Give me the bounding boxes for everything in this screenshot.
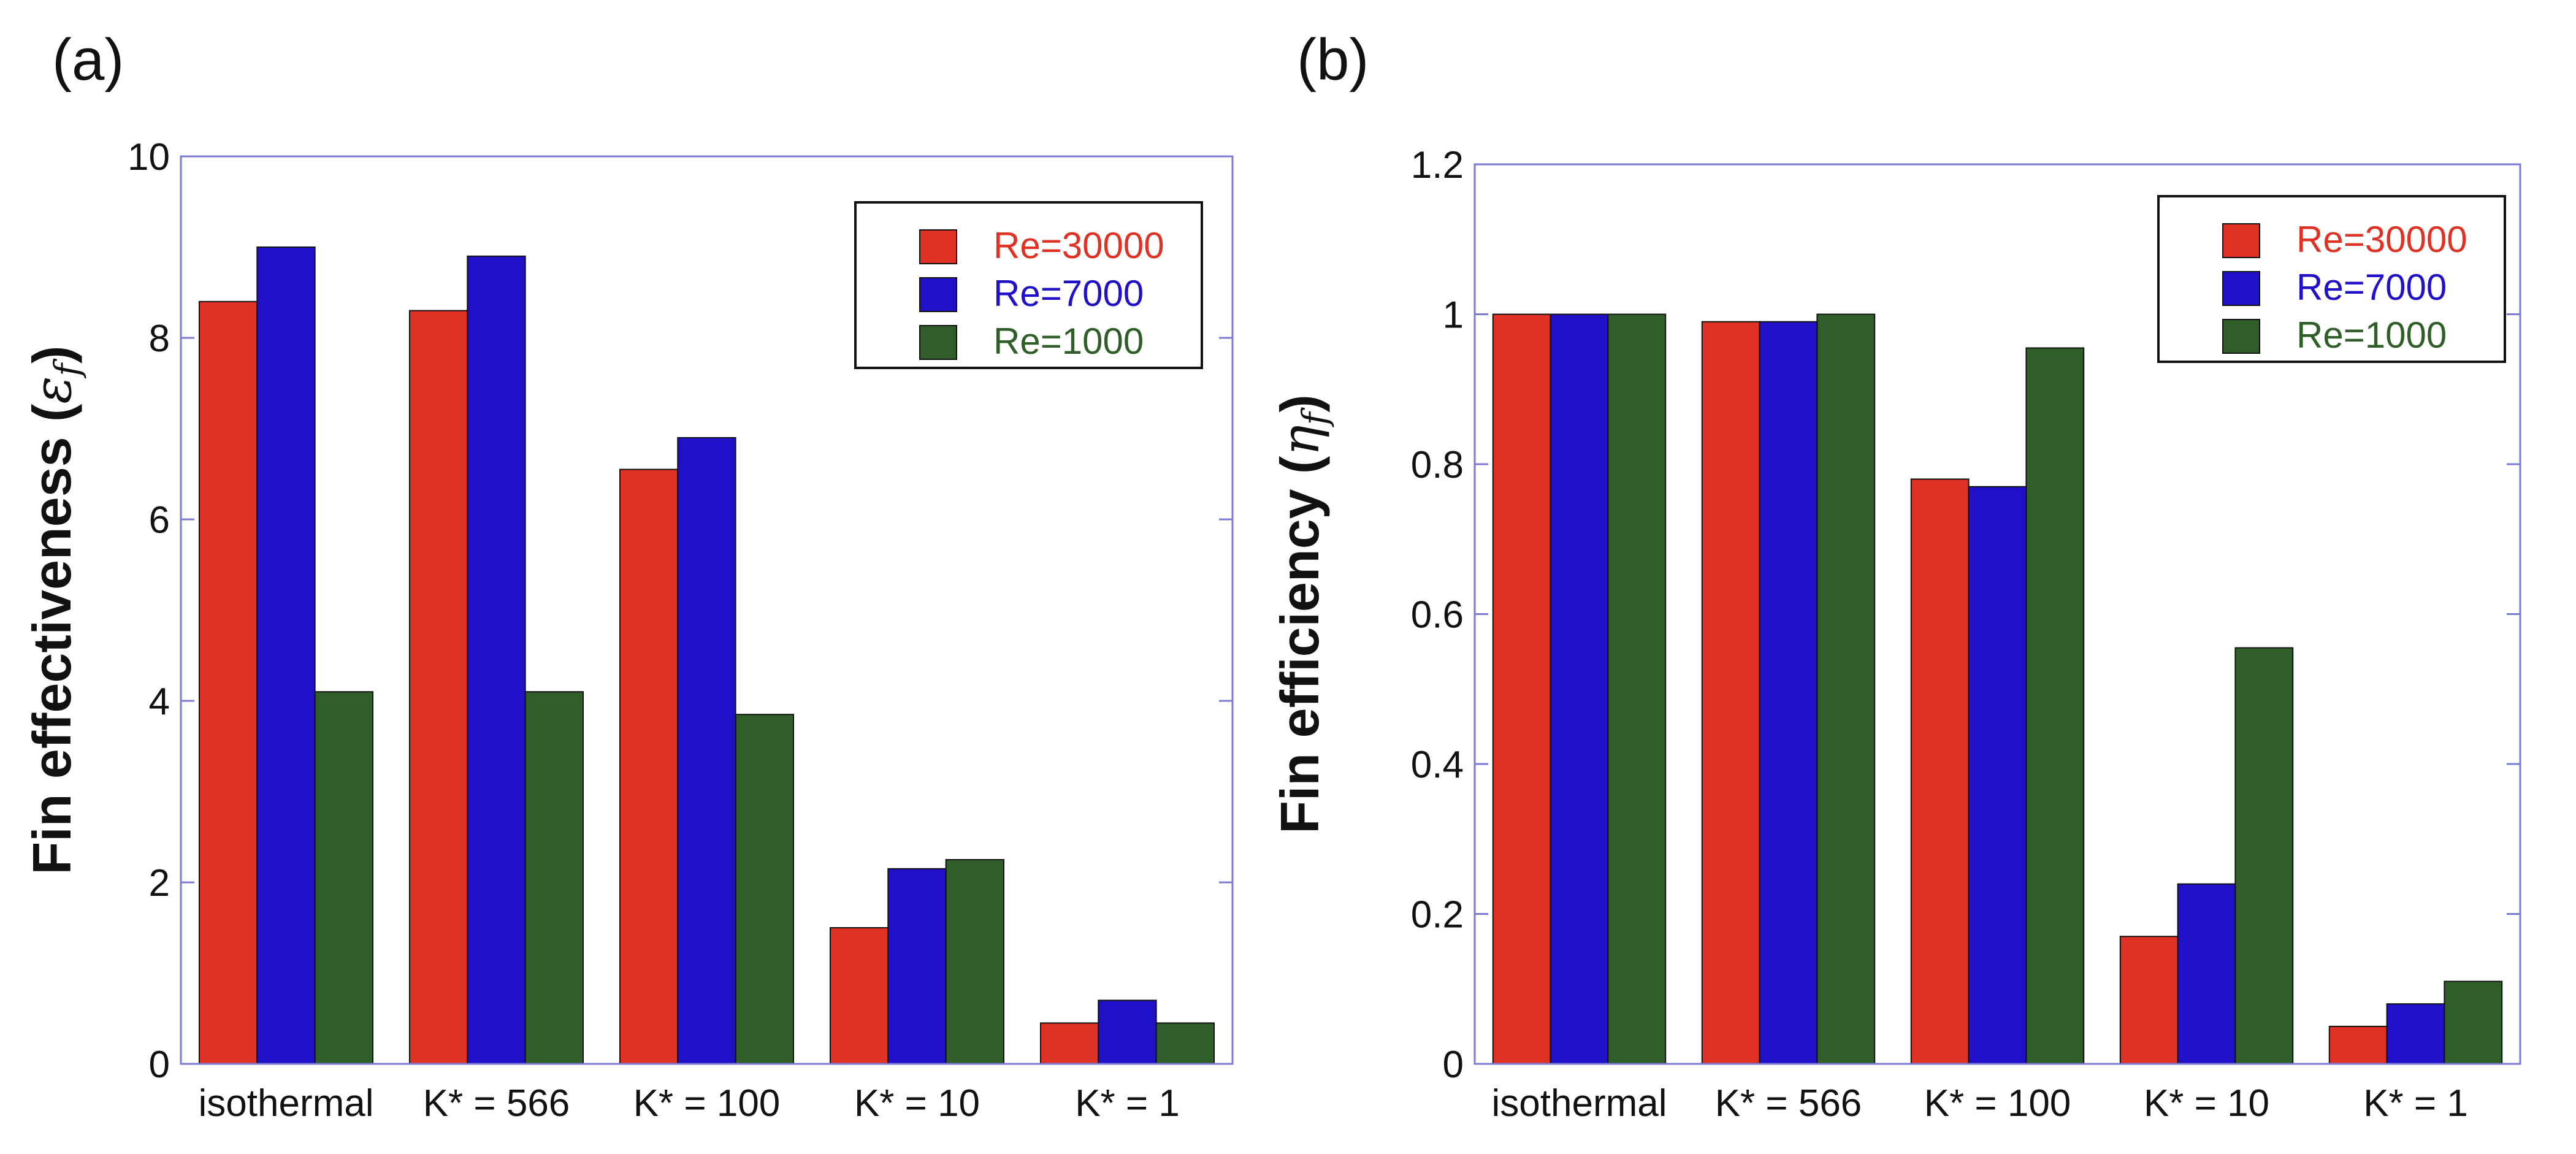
legend-swatch-3 bbox=[2222, 319, 2260, 354]
bar-3-3 bbox=[2025, 347, 2085, 1064]
x-tick-label: K* = 100 bbox=[1924, 1082, 2071, 1125]
bar-1-2 bbox=[1701, 321, 1760, 1065]
bar-1-2 bbox=[409, 310, 468, 1065]
legend-swatch-2 bbox=[2222, 271, 2260, 306]
bar-1-5 bbox=[1040, 1022, 1099, 1065]
bar-2-5 bbox=[1098, 999, 1157, 1065]
y-tick-label: 2 bbox=[149, 862, 170, 904]
bar-2-2 bbox=[467, 255, 526, 1064]
legend-frame bbox=[2157, 195, 2506, 363]
panel-label: (a) bbox=[52, 27, 124, 93]
x-tick-label: K* = 566 bbox=[1715, 1082, 1862, 1125]
bar-1-4 bbox=[830, 927, 889, 1064]
bar-1-1 bbox=[199, 300, 258, 1064]
y-tick-label: 0.6 bbox=[1411, 594, 1464, 636]
bar-1-4 bbox=[2119, 936, 2179, 1064]
panel-label: (b) bbox=[1297, 27, 1369, 93]
bar-2-1 bbox=[256, 246, 316, 1064]
bar-3-1 bbox=[314, 691, 374, 1064]
legend-swatch-2 bbox=[919, 277, 957, 312]
y-axis-title-text: Fin effectiveness bbox=[21, 437, 82, 874]
legend-label-2: Re=7000 bbox=[993, 273, 1144, 314]
y-axis-title: Fin effectiveness (εf) bbox=[21, 346, 88, 875]
bar-1-5 bbox=[2328, 1025, 2388, 1065]
bar-3-2 bbox=[524, 691, 584, 1064]
y-axis-title-symbol: ε bbox=[23, 376, 83, 404]
x-tick-label: K* = 10 bbox=[854, 1082, 980, 1125]
y-tick-label: 0.4 bbox=[1411, 744, 1464, 786]
legend-swatch-3 bbox=[919, 325, 957, 360]
x-tick-label: K* = 100 bbox=[633, 1082, 781, 1125]
legend-frame bbox=[854, 201, 1203, 369]
bar-3-2 bbox=[1816, 313, 1876, 1064]
bar-3-4 bbox=[2234, 647, 2294, 1064]
y-tick-label: 0 bbox=[149, 1044, 170, 1086]
bar-2-3 bbox=[1968, 486, 2027, 1064]
bar-1-3 bbox=[1910, 478, 1970, 1064]
legend: Re=30000 Re=7000 Re=1000 bbox=[854, 201, 1203, 369]
x-tick-label: isothermal bbox=[199, 1082, 374, 1125]
x-tick-label: K* = 10 bbox=[2144, 1082, 2269, 1125]
y-tick-label: 8 bbox=[149, 318, 170, 360]
y-axis-title-symbol: η bbox=[1271, 425, 1331, 456]
bar-1-3 bbox=[619, 468, 679, 1064]
legend-label-2: Re=7000 bbox=[2296, 267, 2447, 308]
legend-label-3: Re=1000 bbox=[2296, 315, 2447, 356]
bar-2-4 bbox=[2177, 883, 2236, 1064]
bar-3-3 bbox=[735, 714, 794, 1064]
y-tick-label: 4 bbox=[149, 681, 170, 723]
y-tick-label: 0 bbox=[1443, 1044, 1464, 1086]
legend-swatch-1 bbox=[2222, 223, 2260, 258]
bar-2-3 bbox=[677, 437, 736, 1064]
y-axis-title-paren-close: ) bbox=[21, 346, 82, 364]
y-axis-title-text: Fin efficiency bbox=[1269, 489, 1330, 833]
chart-panel-b: (b) 0 0.2 0.4 0.6 0.8 1 1.2 isothermal K* = 566 K*… bbox=[1269, 27, 2521, 1125]
y-tick-label: 10 bbox=[128, 136, 170, 178]
bar-2-4 bbox=[887, 868, 947, 1065]
y-tick-label: 1.2 bbox=[1411, 144, 1464, 186]
bar-3-5 bbox=[2444, 980, 2503, 1064]
y-tick-label: 0.8 bbox=[1411, 444, 1464, 486]
legend-label-1: Re=30000 bbox=[993, 225, 1164, 266]
x-tick-label: K* = 566 bbox=[423, 1082, 570, 1125]
plot-frame bbox=[180, 155, 1234, 1065]
y-axis-title-paren-close: ) bbox=[1269, 394, 1330, 412]
y-tick-label: 6 bbox=[149, 499, 170, 541]
bar-2-5 bbox=[2386, 1003, 2445, 1064]
x-tick-label: K* = 1 bbox=[2363, 1082, 2468, 1125]
y-tick-label: 0.2 bbox=[1411, 894, 1464, 936]
y-axis-title: Fin efficiency (ηf) bbox=[1269, 394, 1336, 834]
y-tick-label: 1 bbox=[1443, 294, 1464, 337]
x-tick-label: K* = 1 bbox=[1075, 1082, 1180, 1125]
legend-swatch-1 bbox=[919, 229, 957, 264]
legend-label-1: Re=30000 bbox=[2296, 219, 2467, 260]
bar-2-2 bbox=[1759, 321, 1818, 1065]
y-axis-title-paren-open: ( bbox=[1269, 456, 1330, 489]
y-axis-title-paren-open: ( bbox=[21, 403, 82, 437]
x-tick-label: isothermal bbox=[1492, 1082, 1667, 1125]
legend-label-3: Re=1000 bbox=[993, 321, 1144, 362]
bar-3-4 bbox=[945, 859, 1004, 1064]
bar-1-1 bbox=[1492, 313, 1551, 1064]
bar-2-1 bbox=[1550, 313, 1609, 1064]
bar-3-1 bbox=[1607, 313, 1667, 1064]
chart-panel-a: (a) 0 2 4 6 8 10 isothermal K* = 566 K* = 100 K* =… bbox=[21, 27, 1234, 1125]
bar-3-5 bbox=[1155, 1022, 1215, 1065]
legend: Re=30000 Re=7000 Re=1000 bbox=[2157, 195, 2506, 363]
